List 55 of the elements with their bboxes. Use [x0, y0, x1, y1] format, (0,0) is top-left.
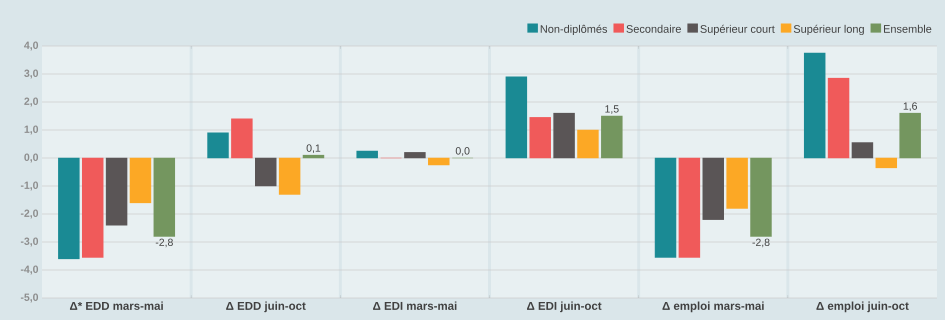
bar	[804, 52, 826, 158]
data-label: 1,6	[904, 102, 917, 112]
y-tick-label: -1,0	[20, 182, 38, 190]
data-label: 0,0	[456, 147, 470, 156]
legend-label: Supérieur long	[794, 24, 864, 36]
data-label: -2,8	[752, 238, 770, 248]
x-tick-label: Δ EDI mars-mai	[373, 302, 456, 310]
y-tick-label: 1,0	[24, 126, 38, 134]
y-tick-label: -4,0	[20, 266, 38, 274]
y-tick-label: 0,0	[24, 154, 38, 162]
bar	[255, 158, 276, 186]
data-label: 1,5	[605, 105, 619, 114]
y-tick-label: -3,0	[20, 238, 38, 246]
bar	[678, 158, 700, 258]
bar	[428, 158, 450, 166]
x-tick-label: Δ emploi mars-mai	[662, 302, 764, 312]
x-tick-label: Δ* EDD mars-mai	[70, 302, 163, 310]
bar	[404, 152, 426, 158]
bar	[726, 158, 748, 209]
bar	[577, 130, 599, 158]
y-tick-label: 3,0	[24, 70, 38, 78]
y-tick-label: 2,0	[24, 98, 38, 106]
legend-label: Ensemble	[884, 24, 932, 33]
y-tick-label: -5,0	[20, 294, 38, 302]
legend-label: Secondaire	[626, 24, 681, 33]
y-tick-label: -2,0	[20, 210, 38, 218]
legend-label: Supérieur court	[700, 24, 775, 36]
bar	[601, 116, 623, 158]
bar	[828, 78, 850, 158]
x-tick-label: Δ EDD juin-oct	[226, 302, 306, 312]
bar	[58, 158, 80, 260]
bar	[154, 158, 176, 237]
bar	[82, 158, 104, 258]
x-tick-label: Δ emploi juin-oct	[816, 302, 909, 312]
data-label: 0,1	[306, 144, 320, 154]
bar	[302, 154, 324, 158]
data-label: -2,8	[156, 238, 173, 248]
legend-label: Non-diplômés	[540, 24, 608, 36]
bar	[899, 112, 921, 158]
bar	[130, 158, 152, 204]
bar	[207, 132, 229, 158]
bar	[750, 158, 772, 237]
y-tick-label: 4,0	[24, 42, 38, 50]
bar	[506, 76, 528, 158]
bar	[231, 118, 253, 158]
x-tick-label: Δ EDI juin-oct	[527, 302, 602, 312]
bar	[702, 158, 724, 220]
bar	[852, 142, 874, 158]
bar	[529, 117, 551, 158]
bar	[106, 158, 128, 226]
bar	[876, 158, 898, 168]
bar	[553, 112, 575, 158]
bar	[278, 158, 300, 195]
bar	[654, 158, 676, 258]
bar	[356, 150, 378, 158]
